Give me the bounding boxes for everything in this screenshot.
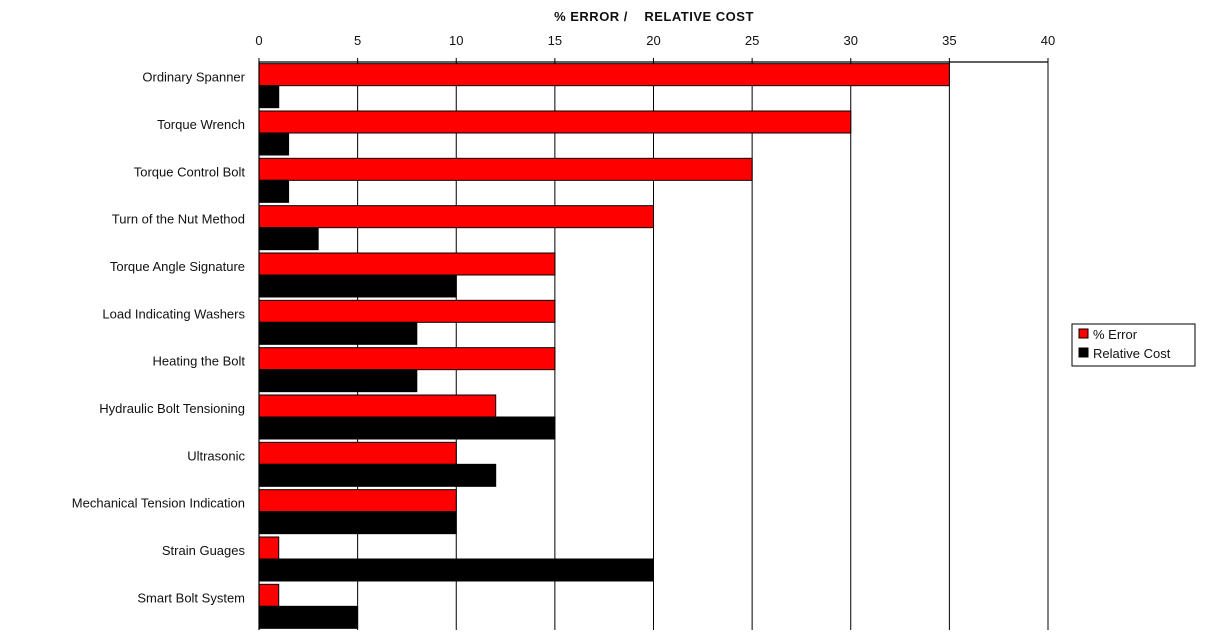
error-bar [258, 347, 556, 371]
x-tick-label: 20 [646, 33, 660, 48]
cost-bar [258, 511, 457, 535]
category-label: Ordinary Spanner [142, 70, 245, 85]
cost-bar [258, 85, 280, 109]
cost-bar [258, 463, 497, 487]
category-label: Torque Control Bolt [134, 164, 246, 179]
x-axis-title: % ERROR / RELATIVE COST [554, 9, 754, 24]
gridlines [258, 62, 1049, 630]
error-bar [258, 157, 753, 181]
legend-label-error: % Error [1093, 327, 1138, 342]
category-label: Mechanical Tension Indication [72, 496, 245, 511]
error-bar [258, 583, 280, 607]
category-label: Torque Angle Signature [110, 259, 245, 274]
error-bar [258, 394, 497, 418]
category-label: Torque Wrench [157, 117, 245, 132]
category-label: Load Indicating Washers [102, 306, 245, 321]
legend-box [1071, 323, 1196, 367]
x-tick-label: 15 [548, 33, 562, 48]
cost-bar [258, 605, 359, 629]
error-bar [258, 205, 654, 229]
x-tick-label: 10 [449, 33, 463, 48]
error-bar [258, 63, 950, 87]
category-label: Turn of the Nut Method [112, 212, 245, 227]
cost-bar [258, 321, 418, 345]
category-labels: Ordinary Spanner Torque Wrench Torque Cont… [72, 70, 246, 606]
axes [258, 58, 1049, 630]
cost-bar [258, 274, 457, 298]
cost-bar [258, 179, 290, 203]
cost-bar [258, 558, 654, 582]
cost-bar [258, 416, 556, 440]
category-label: Hydraulic Bolt Tensioning [99, 401, 245, 416]
legend-swatch-error [1078, 328, 1089, 339]
x-tick-label: 30 [844, 33, 858, 48]
error-bar [258, 299, 556, 323]
error-bar [258, 252, 556, 276]
error-bar [258, 441, 457, 465]
x-tick-label: 5 [354, 33, 361, 48]
bars [258, 63, 950, 629]
category-label: Strain Guages [162, 543, 246, 558]
error-bar [258, 110, 852, 134]
cost-bar [258, 369, 418, 393]
cost-bar [258, 132, 290, 156]
x-tick-label: 35 [942, 33, 956, 48]
legend-swatch-cost [1078, 347, 1089, 358]
legend: % Error Relative Cost [1071, 323, 1196, 367]
x-tick-labels: 0 5 10 15 20 25 30 35 40 [255, 33, 1055, 48]
legend-label-cost: Relative Cost [1093, 346, 1171, 361]
x-tick-label: 25 [745, 33, 759, 48]
x-tick-label: 40 [1041, 33, 1055, 48]
category-label: Heating the Bolt [152, 354, 245, 369]
error-bar [258, 536, 280, 560]
x-tick-label: 0 [255, 33, 262, 48]
category-label: Ultrasonic [187, 448, 245, 463]
error-bar [258, 489, 457, 513]
category-label: Smart Bolt System [137, 590, 245, 605]
cost-bar [258, 227, 319, 251]
